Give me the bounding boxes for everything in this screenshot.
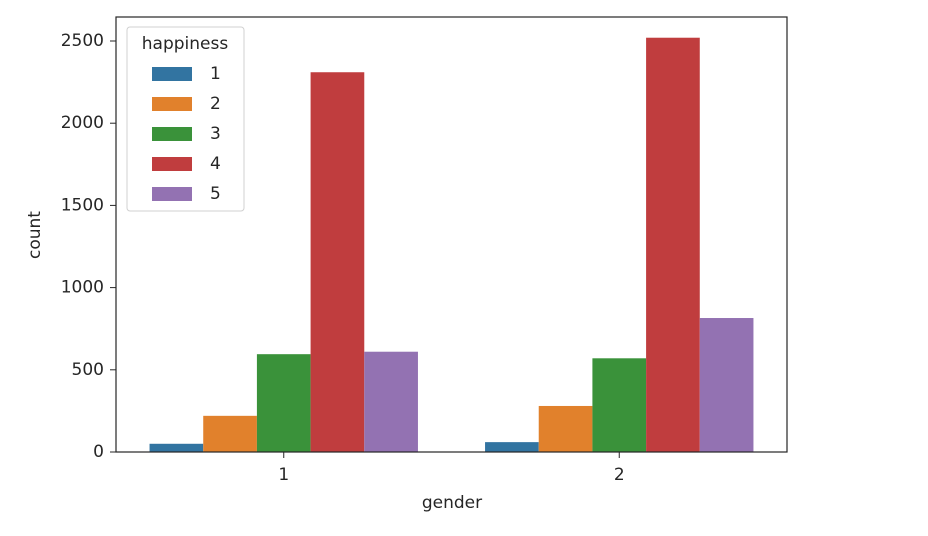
legend-label: 5 xyxy=(210,184,221,204)
legend-label: 2 xyxy=(210,94,221,114)
bar xyxy=(646,37,700,452)
bar xyxy=(592,358,647,452)
bar xyxy=(149,443,204,452)
x-tick-label: 2 xyxy=(614,465,625,485)
legend-swatch xyxy=(152,127,192,141)
y-tick-label: 1500 xyxy=(61,195,104,215)
legend-label: 4 xyxy=(210,154,221,174)
y-tick-label: 0 xyxy=(93,442,104,462)
bar xyxy=(203,415,257,452)
legend-label: 1 xyxy=(210,64,221,84)
x-tick-label: 1 xyxy=(278,465,289,485)
y-tick-label: 2000 xyxy=(61,113,104,133)
legend-swatch xyxy=(152,157,192,171)
legend-swatch xyxy=(152,187,192,201)
y-tick-label: 1000 xyxy=(61,278,104,298)
y-axis-label: count xyxy=(25,211,45,259)
legend-label: 3 xyxy=(210,124,221,144)
bar xyxy=(485,442,539,452)
legend-swatch xyxy=(152,67,192,81)
legend-box xyxy=(126,26,245,212)
legend-swatch xyxy=(152,97,192,111)
x-axis-label: gender xyxy=(422,493,482,513)
bar xyxy=(256,354,311,452)
y-tick-label: 2500 xyxy=(61,31,104,51)
legend-title: happiness xyxy=(142,34,229,54)
y-tick-label: 500 xyxy=(72,360,104,380)
bar xyxy=(310,72,365,452)
plot-frame xyxy=(115,16,788,453)
bar xyxy=(364,351,418,452)
bar xyxy=(699,318,754,452)
bar xyxy=(538,405,593,452)
